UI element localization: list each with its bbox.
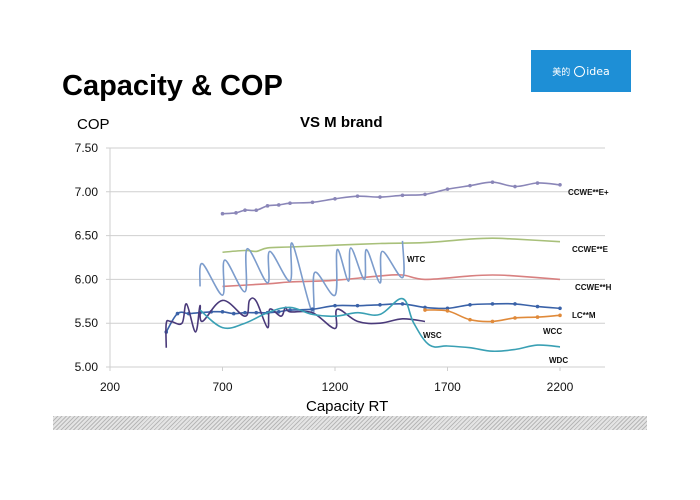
series-line-wdc [199,297,561,353]
data-point-wcc [423,308,427,312]
data-point-wcc [445,309,450,313]
grid-lines [106,147,605,368]
data-point-ccwe-e [490,180,495,184]
y-axis-label: COP [77,116,110,133]
y-tick-label: 6.50 [75,229,99,243]
series-label-ccwe-e: CCWE**E+ [568,188,609,197]
data-point-ccwe-e [288,201,292,205]
data-point-ccwe-e [378,195,382,199]
x-tick-label: 1700 [434,380,461,394]
series-lines [164,180,562,353]
data-point-ccwe-e [558,182,562,187]
series-label-ccwe-h: CCWE**H [575,283,612,292]
series-line-ccwe-e [222,181,561,215]
data-point-ccwe-e [333,197,337,201]
data-point-wcc [490,319,495,324]
footer-hatch-bar [53,416,647,430]
slide-title: Capacity & COP [62,70,283,102]
data-point-lc-m [231,311,236,316]
data-point-lc-m [310,307,315,311]
x-tick-label: 700 [212,380,232,394]
data-point-ccwe-e [254,208,259,212]
series-label-ccwe-e: CCWE**E [572,245,609,254]
series-label-wcc: WCC [543,327,562,336]
y-tick-label: 7.00 [75,185,99,199]
chart-title: VS M brand [300,114,383,131]
data-point-ccwe-e [445,187,450,191]
logo-m-ring-icon [574,65,586,77]
data-point-lc-m [400,302,405,306]
data-point-lc-m [445,306,450,311]
data-point-ccwe-e [355,194,360,198]
data-point-wcc [558,313,562,318]
midea-logo: 美的 idea [531,50,631,92]
data-point-ccwe-e [400,193,405,198]
data-point-lc-m [535,304,540,309]
data-point-lc-m [333,303,337,308]
x-tick-label: 2200 [547,380,574,394]
data-point-lc-m [423,305,427,310]
series-labels: CCWE**E+ CCWE**E WTC CCWE**H LC**M WCC WSC WDC [407,188,612,365]
logo-chinese-text: 美的 [552,67,571,78]
data-point-ccwe-e [423,192,427,197]
y-tick-label: 6.00 [75,272,99,286]
data-point-ccwe-e [265,204,270,208]
data-point-lc-m [220,310,225,314]
data-point-lc-m [513,302,517,306]
series-line-ccwe-e [222,237,561,254]
y-tick-label: 7.50 [75,141,99,155]
data-point-lc-m [355,303,360,308]
series-label-wtc: WTC [407,255,425,264]
tick-labels: 5.00 5.50 6.00 6.50 7.00 7.50 200 700 1200 1700 22… [75,141,574,394]
data-point-lc-m [175,311,180,316]
data-point-ccwe-e [220,211,225,216]
logo-brand-text: idea [586,64,610,78]
data-point-ccwe-e [234,211,238,215]
data-point-ccwe-e [468,183,472,188]
data-point-ccwe-e [535,181,540,185]
data-point-ccwe-e [513,184,517,189]
data-point-lc-m [490,302,495,306]
y-tick-label: 5.00 [75,360,99,374]
data-point-ccwe-e [276,203,281,207]
x-axis-label: Capacity RT [306,398,389,415]
data-point-lc-m [558,306,562,311]
data-point-wcc [513,316,517,320]
series-label-wsc: WSC [423,331,442,340]
series-label-wdc: WDC [549,356,568,365]
data-point-ccwe-e [310,200,315,205]
series-line-wtc [198,240,405,314]
data-point-wcc [535,315,540,319]
data-point-wcc [468,317,472,322]
y-tick-label: 5.50 [75,316,99,330]
x-tick-label: 1200 [322,380,349,394]
axes [109,148,561,371]
data-point-ccwe-e [243,208,247,212]
series-line-ccwe-h [222,273,561,288]
data-point-lc-m [243,310,247,315]
data-point-lc-m [276,310,281,314]
x-tick-label: 200 [100,380,120,394]
data-point-lc-m [468,303,472,307]
data-point-lc-m [378,303,382,307]
series-label-lc-m: LC**M [572,311,596,320]
data-point-lc-m [254,310,259,315]
